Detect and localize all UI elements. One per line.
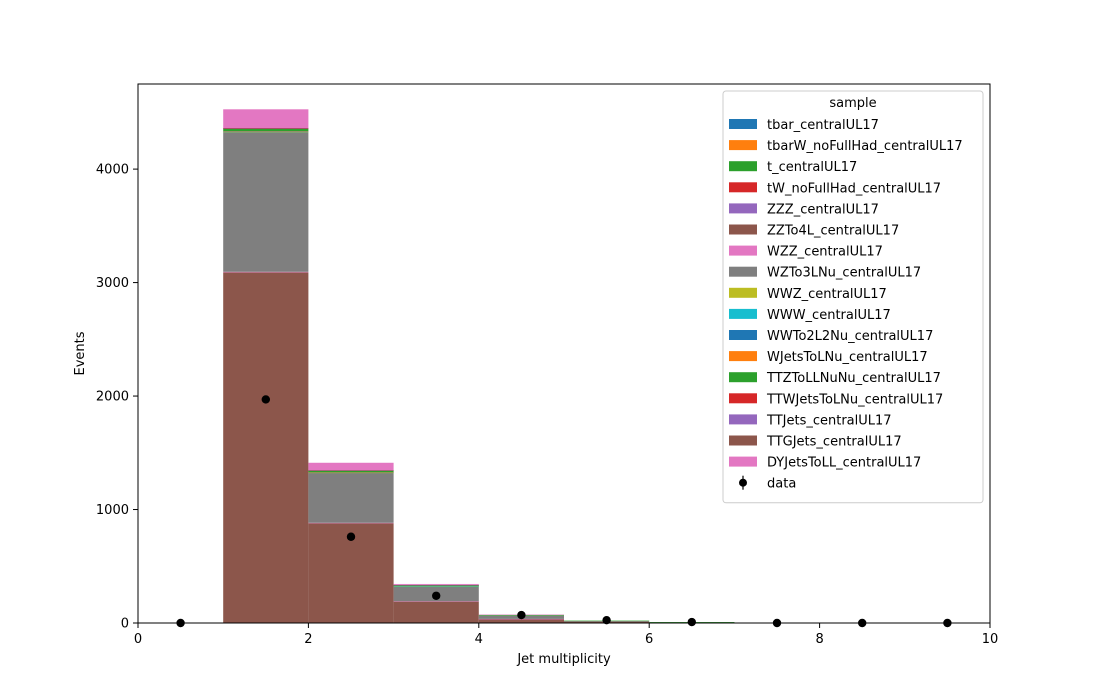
bar-DYJetsToLL_centralUL17-bin-1: [223, 109, 309, 129]
legend-label: tbar_centralUL17: [767, 118, 879, 133]
legend-swatch: [729, 119, 757, 129]
legend-label: TTGJets_centralUL17: [766, 435, 902, 450]
legend-swatch: [729, 414, 757, 425]
bar-WZZ_centralUL17-bin-2: [308, 522, 394, 524]
bar-TTJets_centralUL17-bin-3: [393, 584, 479, 586]
legend-label: WWZ_centralUL17: [767, 287, 887, 302]
bar-TTZToLLNuNu_centralUL17-bin-3: [393, 585, 479, 587]
legend-swatch: [729, 203, 757, 214]
bar-TTZToLLNuNu_centralUL17-bin-1: [223, 128, 309, 132]
legend-label: tW_noFullHad_centralUL17: [767, 181, 941, 196]
data-point: [261, 395, 270, 404]
y-tick-label: 3000: [96, 276, 129, 291]
bar-ZZTo4L_centralUL17-bin-3: [393, 601, 479, 623]
legend-swatch: [729, 224, 757, 235]
bar-ZZTo4L_centralUL17-bin-4: [478, 619, 564, 623]
stacked-histogram: [223, 109, 735, 623]
bar-WJetsToLNu_centralUL17-bin-1: [223, 131, 309, 132]
legend-swatch: [729, 287, 757, 298]
bar-WZZ_centralUL17-bin-1: [223, 271, 309, 273]
legend-swatch: [729, 351, 757, 362]
x-axis-label: Jet multiplicity: [516, 652, 611, 667]
x-tick-label: 10: [982, 632, 999, 647]
legend-label: TTWJetsToLNu_centralUL17: [766, 392, 943, 407]
legend-label: WZZ_centralUL17: [767, 245, 883, 260]
data-point: [687, 617, 696, 627]
legend-swatch: [729, 330, 757, 340]
legend-title: sample: [829, 96, 876, 111]
data-point: [346, 532, 356, 541]
legend-label: WJetsToLNu_centralUL17: [767, 350, 928, 365]
legend-label: ZZTo4L_centralUL17: [767, 224, 899, 239]
x-tick-label: 4: [475, 632, 483, 647]
y-axis-label: Events: [73, 331, 88, 375]
legend-swatch: [729, 161, 757, 172]
legend-box: [722, 90, 984, 504]
legend-label: WZTo3LNu_centralUL17: [767, 266, 921, 281]
legend-swatch: [729, 182, 757, 193]
bar-TTGJets_centralUL17-bin-2: [308, 470, 394, 471]
legend-swatch: [729, 308, 757, 319]
legend-label: WWW_centralUL17: [767, 308, 891, 323]
legend-label: DYJetsToLL_centralUL17: [767, 456, 921, 471]
bar-WJetsToLNu_centralUL17-bin-2: [308, 472, 394, 473]
bar-WWW_centralUL17-bin-3: [393, 586, 479, 587]
bar-ZZTo4L_centralUL17-bin-1: [223, 272, 309, 623]
y-axis: 0 1000 2000 3000 4000: [96, 163, 138, 632]
x-tick-label: 8: [815, 632, 823, 647]
bar-WZZ_centralUL17-bin-3: [393, 601, 479, 602]
bar-DYJetsToLL_centralUL17-bin-2: [308, 462, 394, 471]
legend-swatch: [729, 372, 757, 383]
legend-label: WWTo2L2Nu_centralUL17: [767, 329, 933, 344]
x-tick-label: 6: [645, 632, 653, 647]
legend-label-data: data: [767, 477, 796, 492]
y-tick-label: 0: [121, 617, 129, 632]
legend-swatch: [729, 266, 757, 277]
bar-WZTo3LNu_centralUL17-bin-1: [223, 132, 309, 272]
bar-DYJetsToLL_centralUL17-bin-3: [393, 583, 479, 585]
bar-TTGJets_centralUL17-bin-1: [223, 128, 309, 129]
bar-WWW_centralUL17-bin-1: [223, 131, 309, 133]
legend-swatch: [729, 245, 757, 256]
plot-frame: [137, 83, 991, 624]
legend-label: t_centralUL17: [767, 160, 857, 175]
legend-data-marker: [739, 478, 747, 487]
data-point: [602, 615, 611, 625]
bar-WZTo3LNu_centralUL17-bin-2: [308, 472, 394, 523]
y-tick-label: 1000: [96, 503, 129, 518]
legend-swatch: [729, 456, 757, 467]
legend-label: ZZZ_centralUL17: [767, 202, 879, 217]
legend-label: tbarW_noFullHad_centralUL17: [767, 139, 963, 154]
y-tick-label: 4000: [96, 163, 129, 178]
bar-TTZToLLNuNu_centralUL17-bin-2: [308, 470, 394, 473]
y-tick-label: 2000: [96, 390, 129, 405]
x-axis: 0 2 4 6 8 10: [134, 623, 998, 647]
legend-label: TTZToLLNuNu_centralUL17: [766, 371, 941, 386]
data-point: [517, 610, 526, 620]
data-point: [432, 591, 441, 600]
legend-label: TTJets_centralUL17: [766, 413, 892, 428]
legend: sample tbar_centralUL17 tbarW_noFullHad_c…: [722, 90, 984, 504]
legend-swatch: [729, 393, 757, 404]
legend-swatch: [729, 140, 757, 151]
x-tick-label: 2: [304, 632, 312, 647]
legend-swatch: [729, 435, 757, 446]
x-tick-label: 0: [134, 632, 142, 647]
